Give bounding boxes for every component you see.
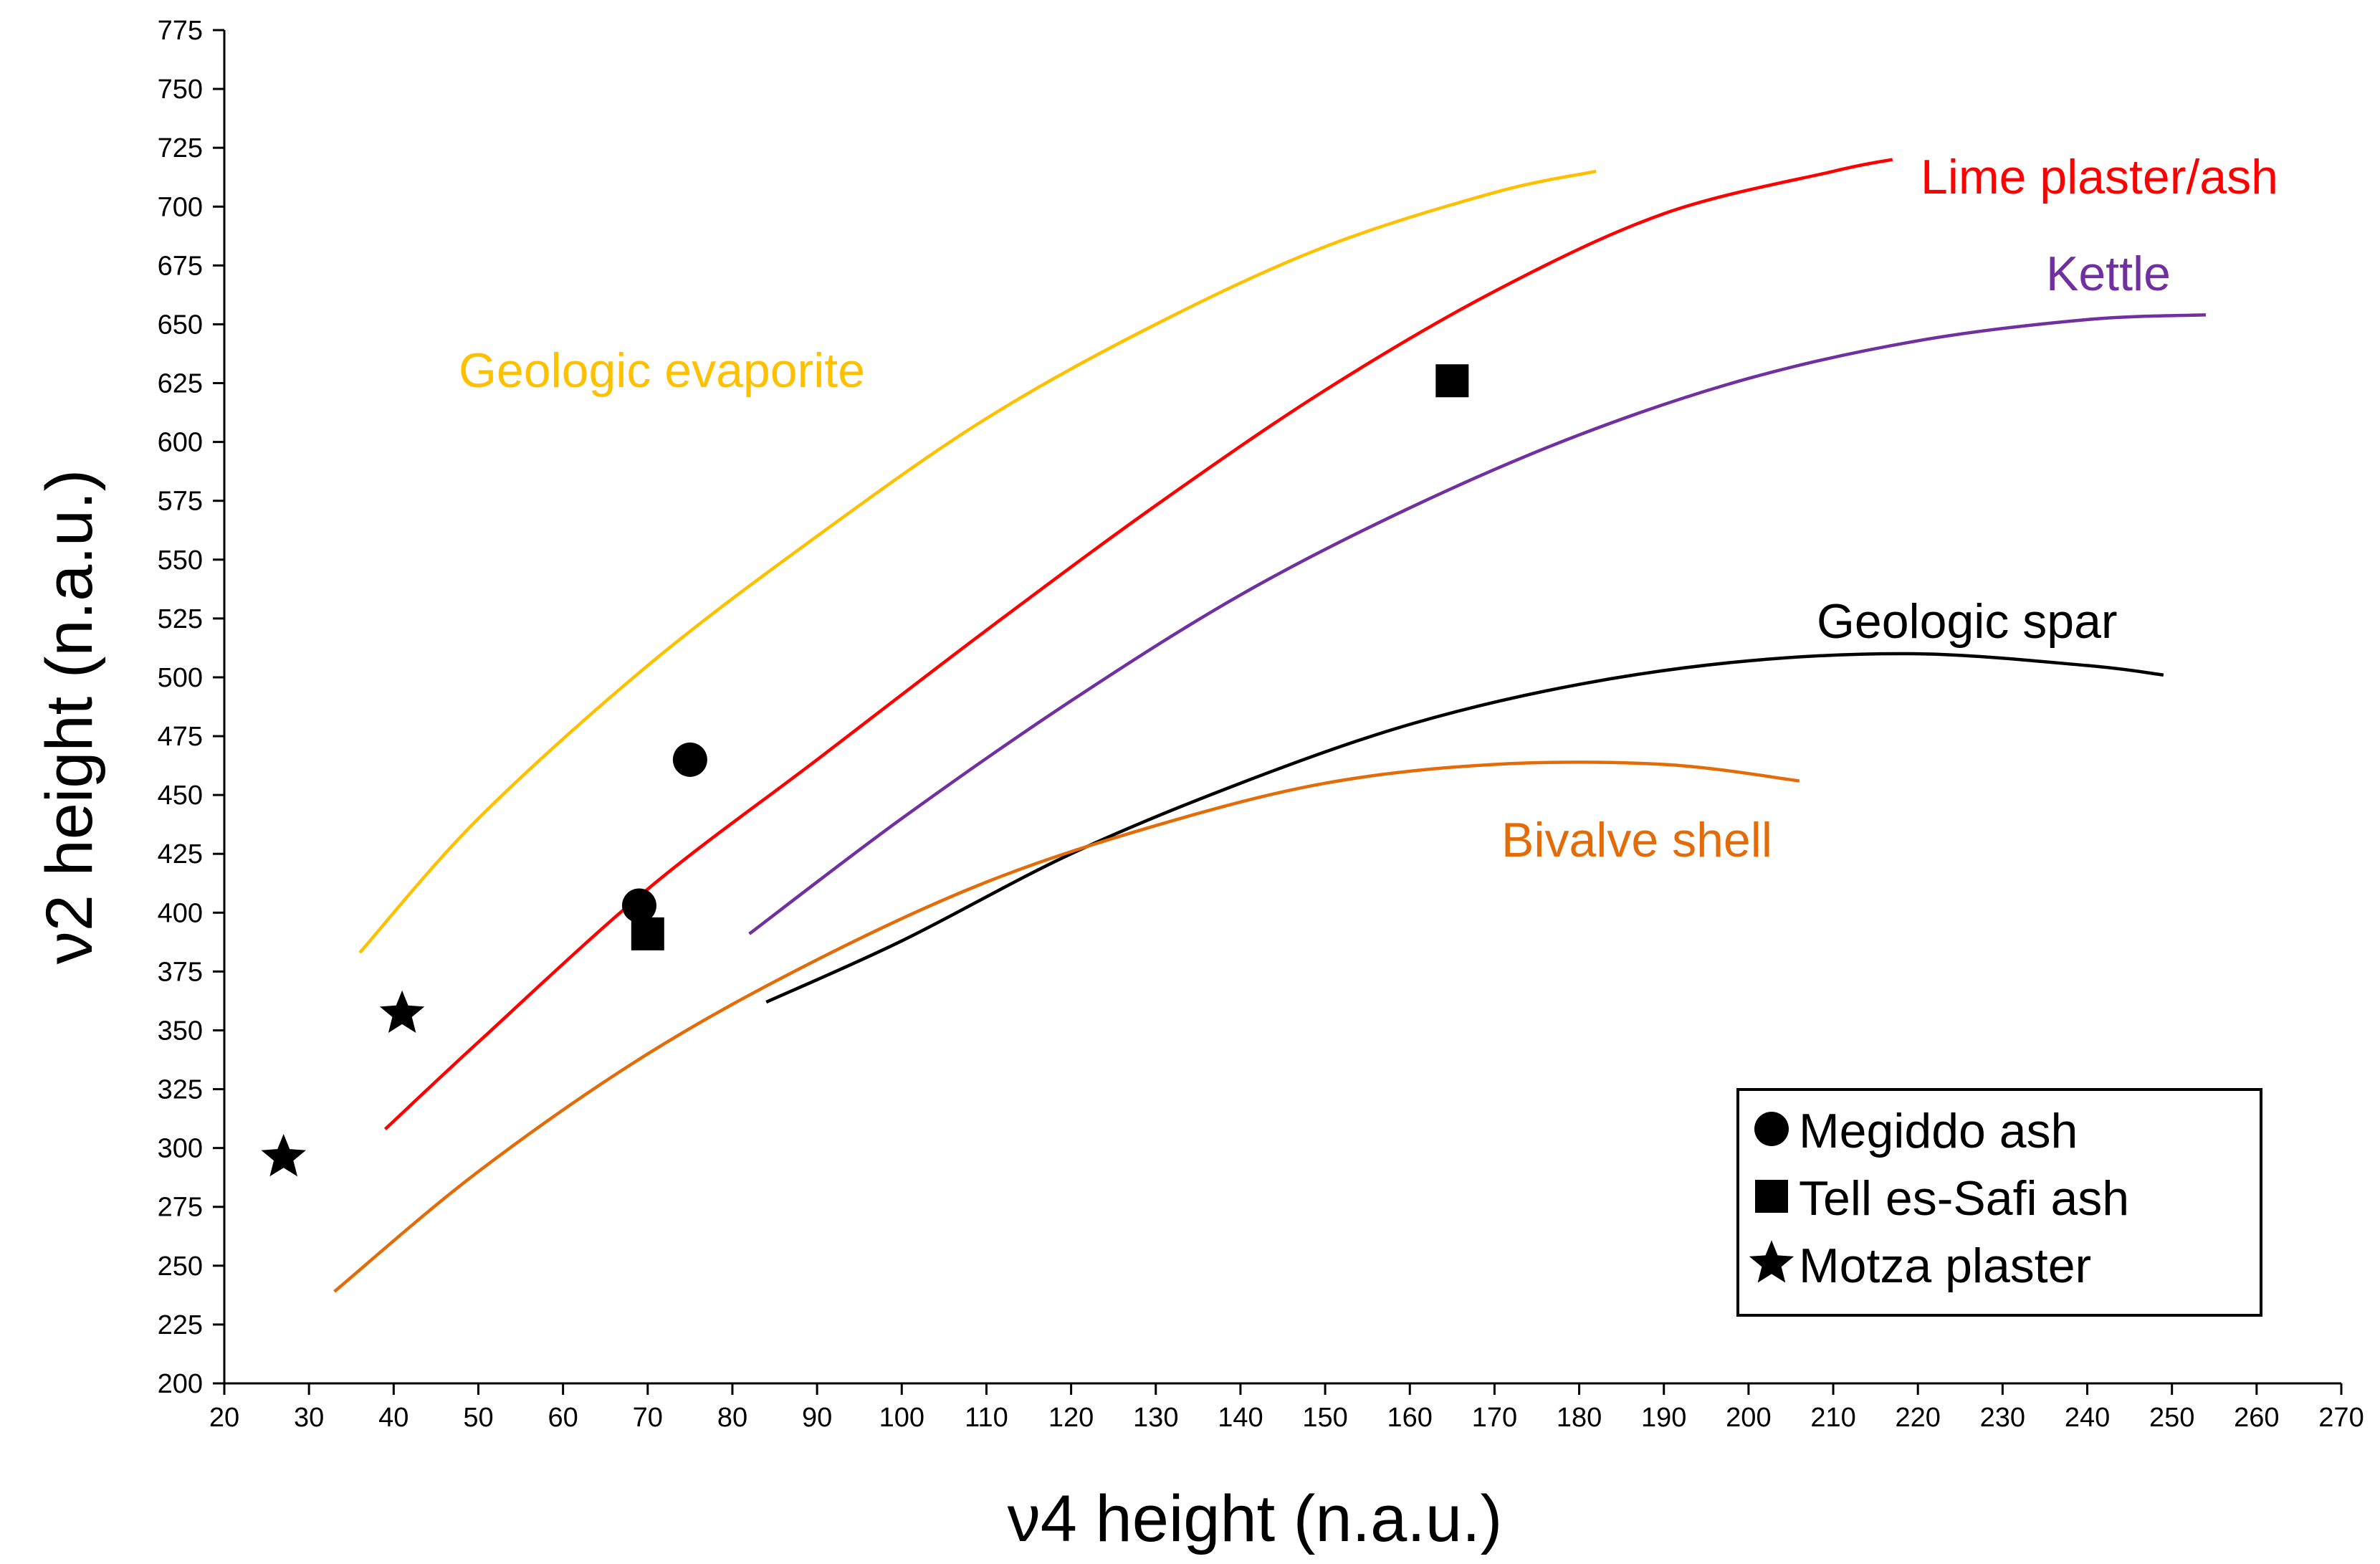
y-tick-label: 375 (158, 957, 203, 987)
y-tick-label: 250 (158, 1251, 203, 1282)
y-axis-title: ν2 height (n.a.u.) (33, 469, 106, 964)
data-points (261, 364, 1469, 1177)
y-tick-label: 475 (158, 722, 203, 752)
x-tick-label: 80 (717, 1403, 747, 1433)
x-tick-label: 180 (1557, 1403, 1602, 1433)
y-tick-label: 700 (158, 192, 203, 222)
curve-geologic-spar (765, 652, 2164, 1004)
curves (333, 158, 2207, 1293)
x-tick-label: 140 (1218, 1403, 1263, 1433)
legend: Megiddo ash Tell es-Safi ash Motza plaster (1736, 1088, 2262, 1317)
point-motza-plaster (261, 1134, 306, 1177)
x-tick-label: 90 (802, 1403, 832, 1433)
axes: 20 30 40 50 60 70 80 90 100 110 120 130 140 150 160 170… (158, 16, 2364, 1433)
y-tick-label: 525 (158, 604, 203, 634)
y-tick-label: 750 (158, 75, 203, 105)
legend-marker-circle (1754, 1112, 1789, 1146)
y-tick-label: 225 (158, 1310, 203, 1340)
x-tick-label: 210 (1810, 1403, 1855, 1433)
y-tick-label: 775 (158, 16, 203, 46)
point-tell-es-safi-ash (1435, 364, 1469, 398)
curve-lime-plaster-ash (383, 158, 1893, 1131)
legend-label: Tell es-Safi ash (1799, 1171, 2129, 1226)
x-tick-label: 40 (378, 1403, 408, 1433)
point-motza-plaster (379, 990, 425, 1033)
point-tell-es-safi-ash (631, 917, 664, 950)
y-tick-label: 400 (158, 898, 203, 928)
legend-box (1736, 1088, 2262, 1317)
x-tick-label: 110 (965, 1403, 1008, 1433)
x-axis-title: ν4 height (n.a.u.) (1008, 1482, 1502, 1555)
curve-kettle (748, 313, 2207, 935)
legend-label: Motza plaster (1799, 1239, 2091, 1293)
curve-label: Geologic evaporite (459, 343, 865, 398)
curve-label: Bivalve shell (1501, 813, 1772, 867)
x-tick-label: 160 (1387, 1403, 1433, 1433)
point-megiddo-ash (672, 742, 707, 777)
x-tick-label: 260 (2234, 1403, 2279, 1433)
x-tick-label: 200 (1726, 1403, 1771, 1433)
x-tick-label: 240 (2065, 1403, 2110, 1433)
point-megiddo-ash (621, 888, 656, 923)
x-tick-label: 190 (1641, 1403, 1686, 1433)
x-tick-label: 170 (1472, 1403, 1517, 1433)
y-tick-label: 675 (158, 251, 203, 281)
curve-label: Geologic spar (1817, 594, 2118, 649)
x-tick-label: 270 (2318, 1403, 2364, 1433)
x-tick-label: 220 (1895, 1403, 1940, 1433)
y-tick-label: 200 (158, 1369, 203, 1399)
y-tick-label: 625 (158, 369, 203, 399)
x-tick-label: 50 (463, 1403, 493, 1433)
x-tick-label: 150 (1302, 1403, 1347, 1433)
x-tick-label: 20 (209, 1403, 239, 1433)
x-tick-label: 60 (548, 1403, 578, 1433)
legend-marker-star (1749, 1240, 1794, 1283)
y-tick-label: 300 (158, 1134, 203, 1164)
curve-geologic-evaporite (358, 169, 1597, 954)
y-tick-label: 350 (158, 1016, 203, 1046)
y-tick-label: 550 (158, 545, 203, 576)
y-tick-label: 725 (158, 133, 203, 163)
curve-labels: Geologic evaporite Lime plaster/ash Kettle… (459, 150, 2278, 867)
y-tick-label: 500 (158, 663, 203, 693)
y-tick-label: 650 (158, 310, 203, 340)
y-tick-label: 425 (158, 839, 203, 869)
x-tick-label: 130 (1133, 1403, 1178, 1433)
legend-marker-square (1755, 1180, 1788, 1213)
y-tick-label: 275 (158, 1193, 203, 1223)
x-tick-label: 120 (1048, 1403, 1094, 1433)
y-tick-label: 325 (158, 1075, 203, 1105)
x-tick-label: 100 (879, 1403, 924, 1433)
y-tick-label: 450 (158, 781, 203, 811)
curve-label: Kettle (2046, 247, 2171, 301)
y-tick-label: 600 (158, 428, 203, 458)
curve-bivalve-shell (333, 760, 1800, 1293)
legend-label: Megiddo ash (1799, 1104, 2078, 1158)
curve-label: Lime plaster/ash (1921, 150, 2278, 204)
y-tick-label: 575 (158, 487, 203, 517)
x-tick-label: 70 (633, 1403, 663, 1433)
x-tick-label: 30 (294, 1403, 324, 1433)
x-tick-label: 230 (1980, 1403, 2025, 1433)
x-tick-label: 250 (2149, 1403, 2194, 1433)
